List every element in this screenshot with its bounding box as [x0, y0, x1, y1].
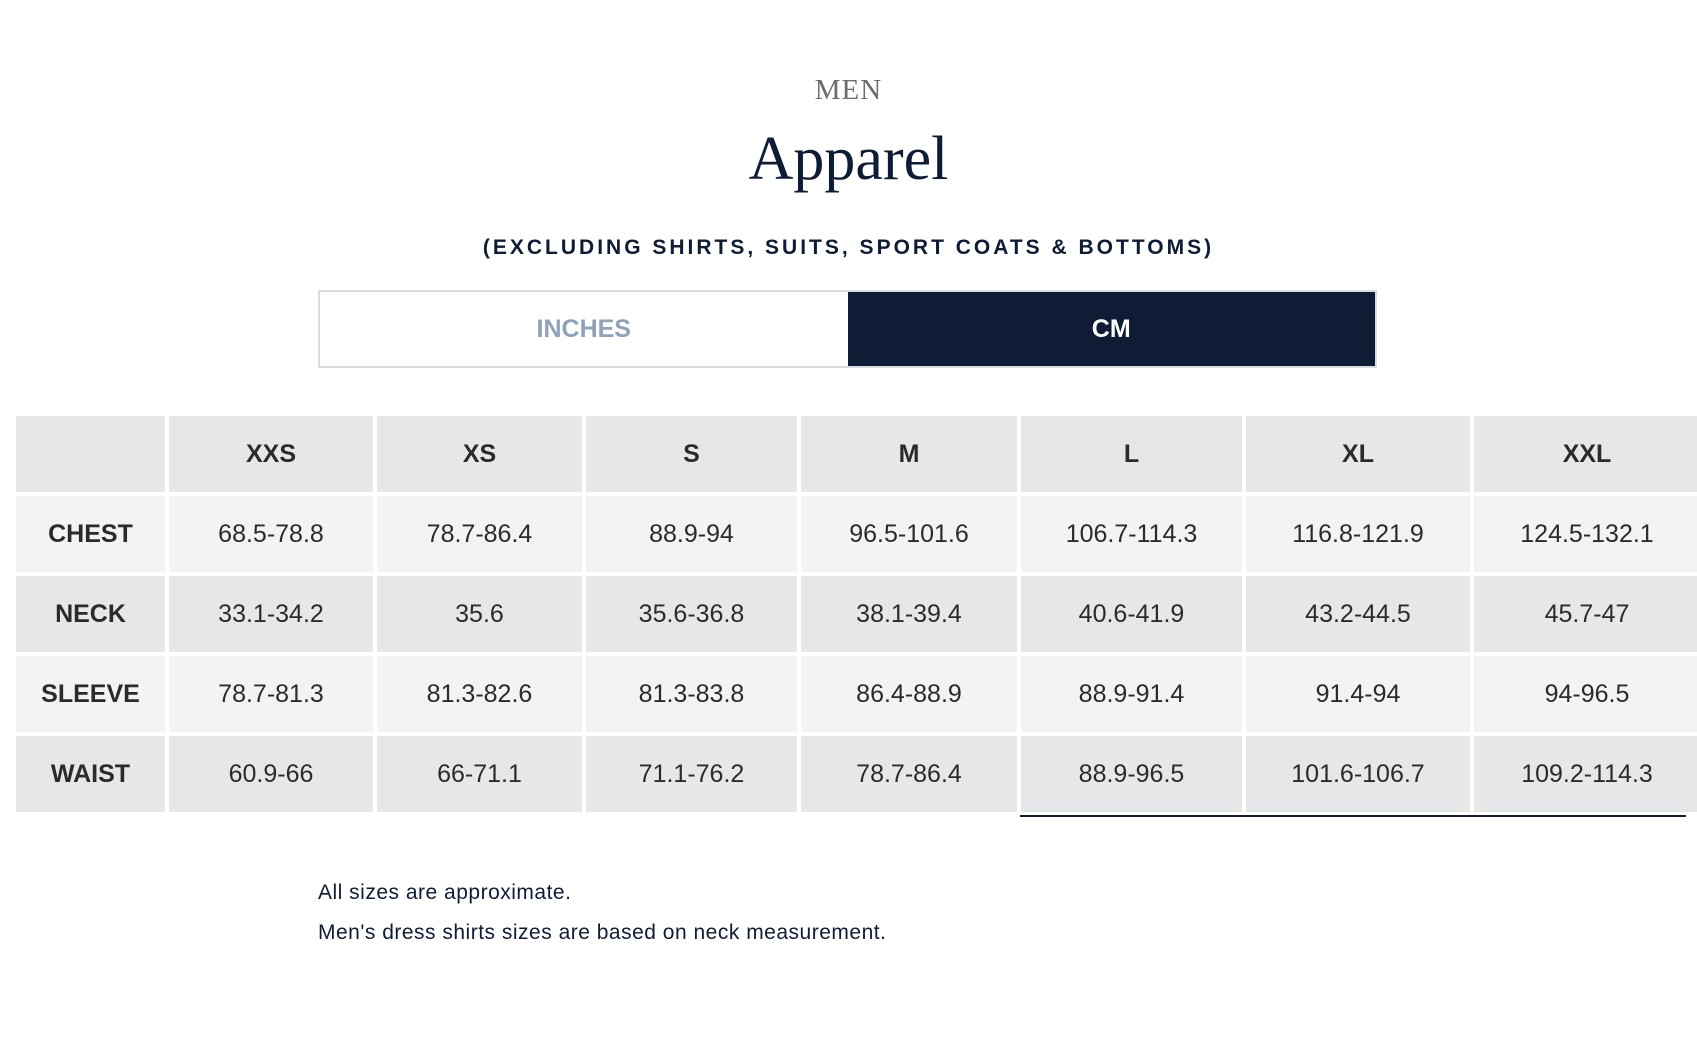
column-header: XL [1246, 416, 1470, 492]
table-row: NECK 33.1-34.2 35.6 35.6-36.8 38.1-39.4 40.6-… [16, 576, 1697, 652]
header-corner-cell [16, 416, 165, 492]
table-row: SLEEVE 78.7-81.3 81.3-82.6 81.3-83.8 86.4-88… [16, 656, 1697, 732]
table-cell: 35.6 [377, 576, 582, 652]
row-label: CHEST [16, 496, 165, 572]
table-cell: 101.6-106.7 [1246, 736, 1470, 812]
row-label: NECK [16, 576, 165, 652]
table-cell: 124.5-132.1 [1474, 496, 1697, 572]
table-cell: 88.9-96.5 [1021, 736, 1242, 812]
table-cell: 109.2-114.3 [1474, 736, 1697, 812]
table-cell: 68.5-78.8 [169, 496, 373, 572]
table-cell: 66-71.1 [377, 736, 582, 812]
row-label: WAIST [16, 736, 165, 812]
column-header: S [586, 416, 797, 492]
table-cell: 78.7-86.4 [801, 736, 1017, 812]
table-cell: 45.7-47 [1474, 576, 1697, 652]
table-cell: 88.9-91.4 [1021, 656, 1242, 732]
table-cell: 78.7-86.4 [377, 496, 582, 572]
table-cell: 88.9-94 [586, 496, 797, 572]
table-cell: 40.6-41.9 [1021, 576, 1242, 652]
divider [1020, 815, 1686, 817]
column-header: L [1021, 416, 1242, 492]
unit-tab-cm[interactable]: CM [847, 292, 1375, 366]
page-title: Apparel [748, 125, 949, 193]
column-header: XS [377, 416, 582, 492]
table-cell: 86.4-88.9 [801, 656, 1017, 732]
table-cell: 38.1-39.4 [801, 576, 1017, 652]
column-header: M [801, 416, 1017, 492]
note-dress-shirts: Men's dress shirts sizes are based on ne… [318, 921, 887, 944]
table-cell: 35.6-36.8 [586, 576, 797, 652]
table-cell: 116.8-121.9 [1246, 496, 1470, 572]
column-header: XXS [169, 416, 373, 492]
table-cell: 78.7-81.3 [169, 656, 373, 732]
unit-toggle: INCHES CM [318, 290, 1377, 368]
table-row: CHEST 68.5-78.8 78.7-86.4 88.9-94 96.5-101.6… [16, 496, 1697, 572]
table-cell: 33.1-34.2 [169, 576, 373, 652]
table-cell: 81.3-82.6 [377, 656, 582, 732]
unit-tab-inches[interactable]: INCHES [320, 292, 848, 366]
note-approximate: All sizes are approximate. [318, 881, 572, 904]
table-cell: 43.2-44.5 [1246, 576, 1470, 652]
table-cell: 60.9-66 [169, 736, 373, 812]
column-header: XXL [1474, 416, 1697, 492]
table-cell: 106.7-114.3 [1021, 496, 1242, 572]
page-subtitle: (EXCLUDING SHIRTS, SUITS, SPORT COATS & … [482, 236, 1215, 259]
table-cell: 81.3-83.8 [586, 656, 797, 732]
table-cell: 94-96.5 [1474, 656, 1697, 732]
table-row: WAIST 60.9-66 66-71.1 71.1-76.2 78.7-86.4 88.… [16, 736, 1697, 812]
table-cell: 96.5-101.6 [801, 496, 1017, 572]
category-kicker: MEN [814, 74, 883, 106]
row-label: SLEEVE [16, 656, 165, 732]
table-header-row: XXS XS S M L XL XXL [16, 416, 1697, 492]
table-cell: 71.1-76.2 [586, 736, 797, 812]
table-cell: 91.4-94 [1246, 656, 1470, 732]
size-chart-table: XXS XS S M L XL XXL CHEST 68.5-78.8 78.7-86.4 88.… [16, 416, 1697, 816]
